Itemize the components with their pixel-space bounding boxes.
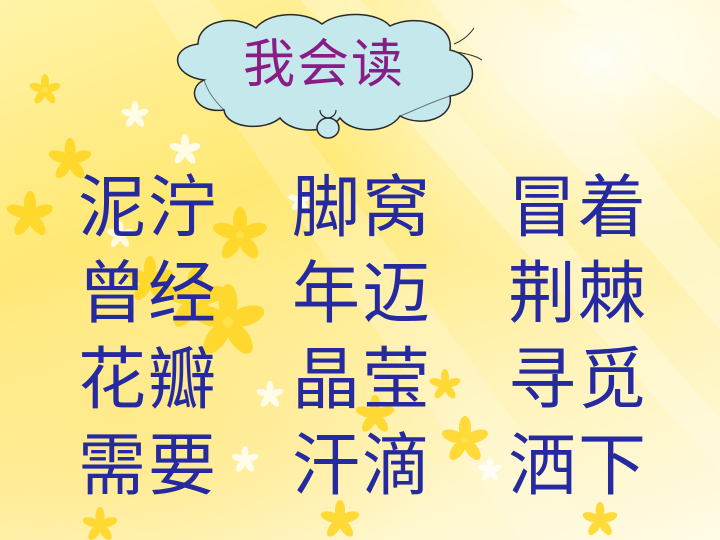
word-xu-yao: 需要 [78,427,219,506]
flower-icon [120,101,150,129]
word-mao-zhe: 冒着 [508,169,649,248]
flower-icon [5,191,55,238]
word-jiao-wo: 脚窝 [292,169,433,248]
word-nian-mai: 年迈 [292,255,433,334]
page-title: 我会读 [242,35,405,95]
word-jing-ying: 晶莹 [292,341,433,420]
flower-icon [255,381,285,409]
word-han-di: 汗滴 [292,427,433,506]
word-ni-ning: 泥泞 [78,169,219,248]
word-xun-mi: 寻觅 [508,341,649,420]
word-jing-ji: 荆棘 [508,255,649,334]
flower-icon [230,446,260,474]
flower-icon [477,458,503,482]
flower-icon [428,369,462,401]
flower-icon [81,507,119,540]
flower-icon [581,502,619,538]
title-cloud [177,13,483,139]
word-ceng-jing: 曾经 [78,255,219,334]
word-sa-xia: 洒下 [508,427,649,506]
word-hua-ban: 花瓣 [78,341,219,420]
